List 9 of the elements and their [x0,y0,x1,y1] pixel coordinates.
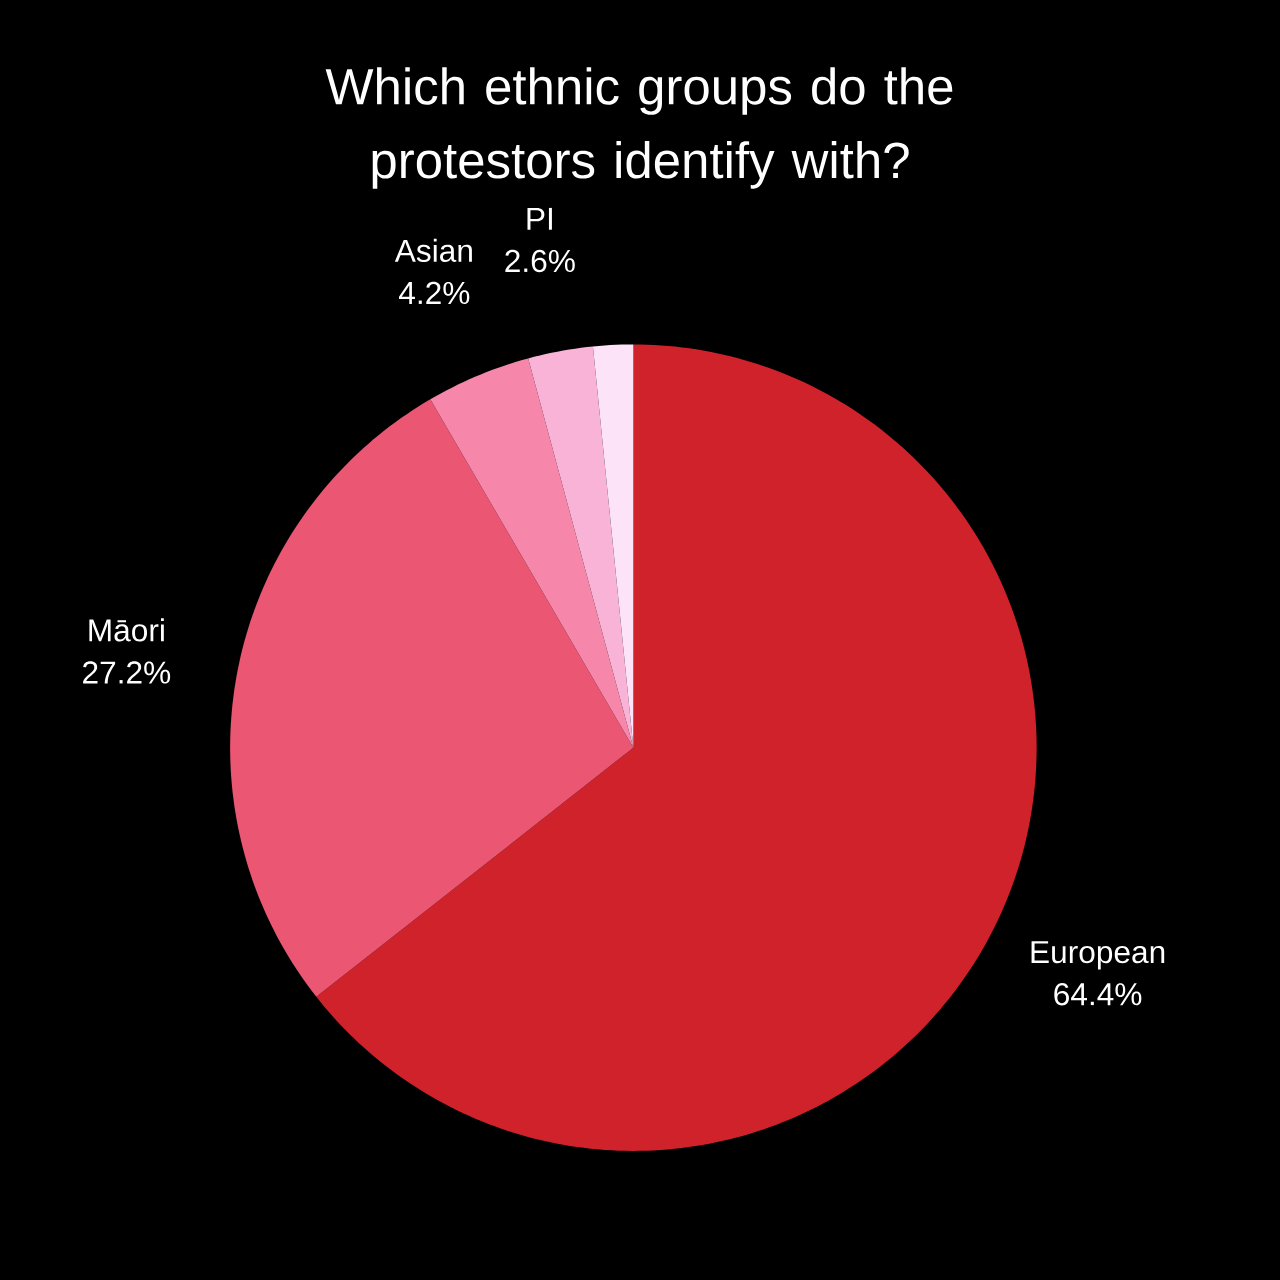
data-label: 27.2% [83,661,171,684]
chart-title: Which ethnic groups do the protestors identify with? [325,67,953,189]
data-label: 4.2% [399,281,470,305]
slice-label: Māori [89,618,164,642]
data-label: 2.6% [505,249,575,273]
slice-label: PI [527,207,552,230]
data-label: 64.4% [1054,983,1142,1006]
slice-label: Asian [394,238,472,263]
slice-label: European [1031,941,1165,970]
